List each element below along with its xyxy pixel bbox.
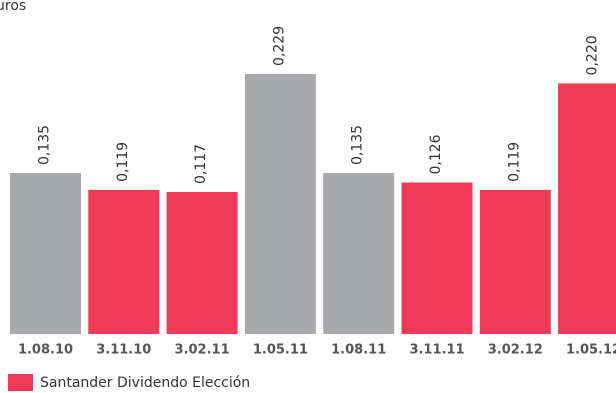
bar: [558, 83, 616, 334]
bar: [10, 173, 81, 334]
bar: [244, 73, 316, 335]
legend-swatch: [8, 374, 33, 391]
unit-label: uros: [0, 0, 26, 14]
legend-label: Santander Dividendo Elección: [40, 375, 250, 391]
x-tick-label: 3.02.12: [488, 343, 543, 358]
value-label: 0,229: [271, 26, 287, 66]
value-label: 0,220: [585, 35, 601, 75]
bar: [166, 192, 238, 334]
x-tick-label: 1.05.12: [566, 343, 616, 358]
x-tick-label: 3.11.11: [409, 343, 464, 358]
x-tick-label: 3.11.10: [96, 343, 151, 358]
value-label: 0,126: [428, 134, 444, 174]
x-tick-label: 1.08.10: [18, 343, 73, 358]
value-label: 0,119: [506, 142, 522, 182]
x-tick-label: 1.05.11: [253, 343, 308, 358]
value-label: 0,119: [115, 142, 131, 182]
value-label: 0,135: [37, 125, 53, 165]
value-label: 0,117: [193, 144, 209, 184]
bar: [88, 189, 160, 334]
value-label: 0,135: [350, 125, 366, 165]
bar: [323, 173, 395, 334]
bar: [479, 189, 551, 334]
x-tick-label: 1.08.11: [331, 343, 386, 358]
bar: [401, 182, 473, 334]
x-tick-label: 3.02.11: [175, 343, 230, 358]
